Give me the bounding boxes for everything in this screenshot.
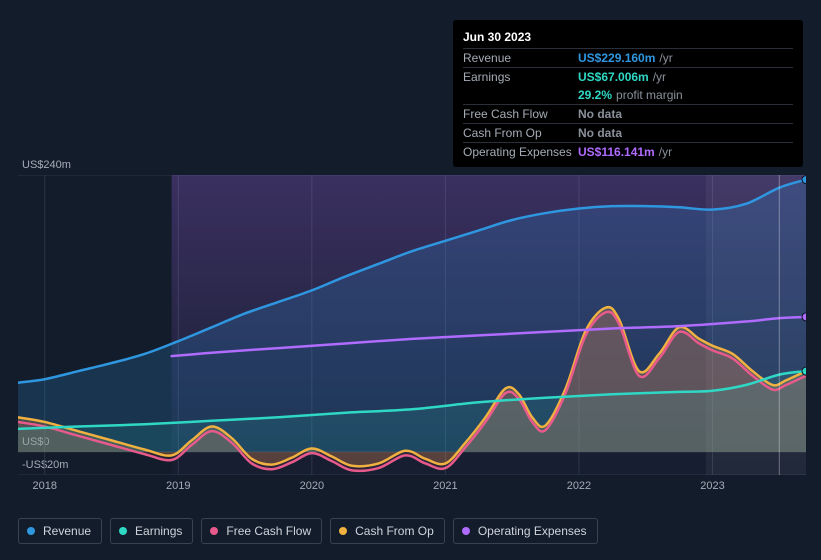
tooltip-value: No data (578, 126, 622, 140)
tooltip-value: No data (578, 107, 622, 121)
tooltip-suffix: /yr (659, 51, 672, 65)
x-axis-tick-label: 2020 (300, 480, 324, 492)
legend-swatch (339, 527, 347, 535)
chart-legend: Revenue Earnings Free Cash Flow Cash From O… (18, 518, 598, 544)
legend-swatch (462, 527, 470, 535)
tooltip-suffix: /yr (653, 70, 666, 84)
legend-item[interactable]: Cash From Op (330, 518, 445, 544)
tooltip-label: Cash From Op (463, 126, 578, 140)
x-axis-labels: 2018 2019 2020 2021 2022 2023 (18, 480, 806, 496)
tooltip-suffix: /yr (659, 145, 672, 159)
legend-item[interactable]: Free Cash Flow (201, 518, 322, 544)
tooltip-label: Operating Expenses (463, 145, 578, 159)
tooltip-value: US$67.006m (578, 70, 649, 84)
tooltip-row: RevenueUS$229.160m/yr (463, 48, 793, 67)
tooltip-row: 29.2% profit margin (463, 86, 793, 104)
tooltip-row: Cash From OpNo data (463, 123, 793, 142)
tooltip-row: Free Cash FlowNo data (463, 104, 793, 123)
y-axis-label-240: US$240m (22, 159, 71, 171)
legend-item[interactable]: Operating Expenses (453, 518, 598, 544)
tooltip-value: US$116.141m (578, 145, 655, 159)
tooltip-label: Earnings (463, 70, 578, 84)
x-axis-tick-label: 2018 (32, 480, 56, 492)
legend-label: Operating Expenses (478, 524, 587, 538)
legend-label: Earnings (135, 524, 182, 538)
financial-chart (18, 175, 806, 475)
legend-swatch (119, 527, 127, 535)
tooltip-row: Operating ExpensesUS$116.141m/yr (463, 142, 793, 161)
x-axis-tick-label: 2019 (166, 480, 190, 492)
tooltip-label (463, 88, 578, 102)
x-axis-tick-label: 2022 (567, 480, 591, 492)
legend-label: Cash From Op (355, 524, 434, 538)
tooltip-label: Free Cash Flow (463, 107, 578, 121)
tooltip-label: Revenue (463, 51, 578, 65)
x-axis-tick-label: 2021 (433, 480, 457, 492)
tooltip-value: US$229.160m (578, 51, 655, 65)
legend-swatch (27, 527, 35, 535)
legend-item[interactable]: Earnings (110, 518, 193, 544)
tooltip-date: Jun 30 2023 (463, 26, 793, 48)
legend-item[interactable]: Revenue (18, 518, 102, 544)
data-tooltip: Jun 30 2023 RevenueUS$229.160m/yrEarning… (453, 20, 803, 167)
tooltip-value: 29.2% (578, 88, 612, 102)
tooltip-suffix: profit margin (616, 88, 683, 102)
legend-label: Free Cash Flow (226, 524, 311, 538)
x-axis-tick-label: 2023 (700, 480, 724, 492)
legend-swatch (210, 527, 218, 535)
legend-label: Revenue (43, 524, 91, 538)
tooltip-row: EarningsUS$67.006m/yr (463, 67, 793, 86)
